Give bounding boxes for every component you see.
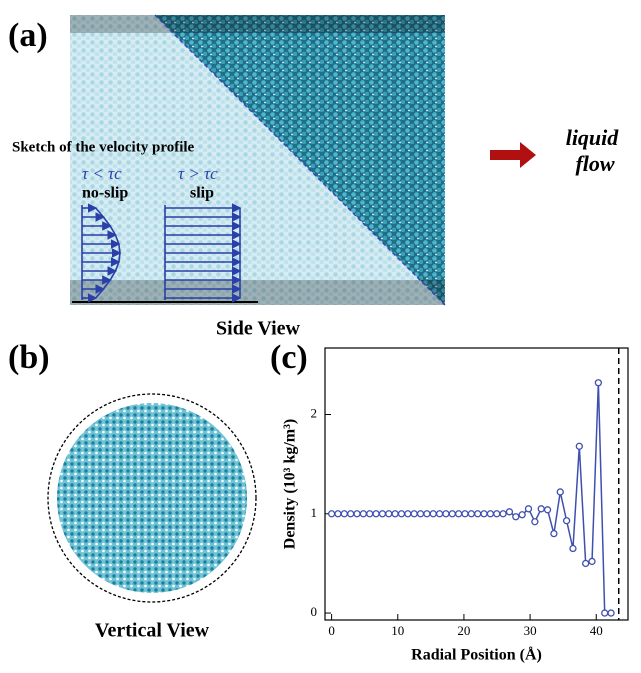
data-point xyxy=(418,511,424,517)
data-point xyxy=(494,511,500,517)
data-point xyxy=(513,514,519,520)
data-point xyxy=(595,380,601,386)
data-point xyxy=(551,531,557,537)
flow-label: liquid xyxy=(566,125,620,150)
panel-label: (b) xyxy=(8,339,50,376)
figure: (a) Sketch of the velocity profile τ < τ… xyxy=(0,0,641,668)
data-point xyxy=(335,511,341,517)
profile-label: slip xyxy=(190,185,214,202)
data-point xyxy=(538,506,544,512)
x-tick-label: 40 xyxy=(590,623,603,638)
data-point xyxy=(424,511,430,517)
data-point xyxy=(481,511,487,517)
data-point xyxy=(589,558,595,564)
data-line xyxy=(332,383,611,613)
x-axis-label: Radial Position (Å) xyxy=(411,646,542,664)
data-point xyxy=(373,511,379,517)
chart: 0 10 20 30 40 0 1 2 Radial Position (Å) Density (… xyxy=(282,348,628,664)
data-point xyxy=(354,511,360,517)
plot-frame xyxy=(325,348,628,620)
flow-arrow xyxy=(490,142,536,168)
flow-label: flow xyxy=(575,151,614,176)
data-point xyxy=(379,511,385,517)
data-point xyxy=(360,511,366,517)
data-point xyxy=(576,443,582,449)
data-point xyxy=(462,511,468,517)
data-point xyxy=(570,546,576,552)
panel-label: (c) xyxy=(270,339,308,376)
sketch-title: Sketch of the velocity profile xyxy=(12,139,195,155)
data-point xyxy=(545,507,551,513)
data-point xyxy=(386,511,392,517)
data-point xyxy=(557,489,563,495)
data-point xyxy=(329,511,335,517)
x-tick-label: 10 xyxy=(391,623,404,638)
data-point xyxy=(398,511,404,517)
y-tick-label: 1 xyxy=(311,505,318,520)
profile-label: no-slip xyxy=(82,185,128,202)
data-point xyxy=(564,518,570,524)
data-point xyxy=(456,511,462,517)
y-tick-label: 0 xyxy=(311,604,318,619)
data-point xyxy=(405,511,411,517)
data-point xyxy=(487,511,493,517)
y-axis-label: Density (10³ kg/m³) xyxy=(282,419,299,549)
data-point xyxy=(608,610,614,616)
data-point xyxy=(583,560,589,566)
data-point xyxy=(519,512,525,518)
y-tick-label: 2 xyxy=(311,405,318,420)
wall xyxy=(70,15,445,33)
data-point xyxy=(392,511,398,517)
caption: Side View xyxy=(216,318,300,340)
data-point xyxy=(500,511,506,517)
data-point xyxy=(449,511,455,517)
panel-label: (a) xyxy=(8,17,48,54)
data-point xyxy=(525,506,531,512)
data-point xyxy=(506,509,512,515)
data-point xyxy=(430,511,436,517)
condition: τ < τc xyxy=(82,164,122,183)
data-point xyxy=(367,511,373,517)
data-point xyxy=(532,519,538,525)
data-point xyxy=(411,511,417,517)
data-point xyxy=(475,511,481,517)
x-tick-label: 0 xyxy=(328,623,335,638)
data-point xyxy=(341,511,347,517)
x-tick-label: 20 xyxy=(457,623,470,638)
x-tick-label: 30 xyxy=(524,623,537,638)
data-point xyxy=(602,610,608,616)
page: (a) Sketch of the velocity profile τ < τ… xyxy=(0,0,641,673)
cross-section xyxy=(57,403,247,593)
data-point xyxy=(443,511,449,517)
caption: Vertical View xyxy=(95,620,210,642)
condition: τ > τc xyxy=(178,164,218,183)
data-point xyxy=(468,511,474,517)
data-point xyxy=(437,511,443,517)
data-point xyxy=(348,511,354,517)
